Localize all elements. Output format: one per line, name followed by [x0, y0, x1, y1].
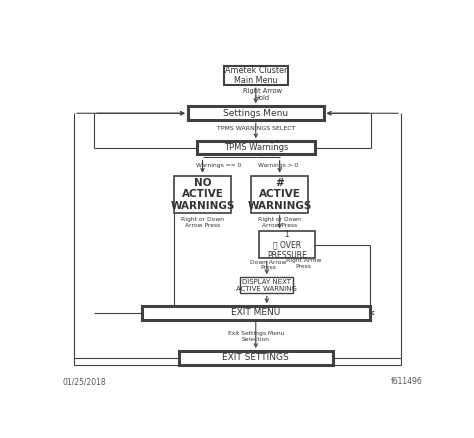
Text: Right or Down
Arrow Press: Right or Down Arrow Press [258, 217, 301, 228]
Text: EXIT MENU: EXIT MENU [231, 308, 281, 318]
FancyBboxPatch shape [197, 141, 315, 154]
Text: Exit Settings Menu
Selection: Exit Settings Menu Selection [228, 331, 284, 342]
Text: #
ACTIVE
WARNINGS: # ACTIVE WARNINGS [247, 178, 312, 211]
Text: Warnings > 0: Warnings > 0 [258, 163, 298, 168]
Text: Ametek Cluster
Main Menu: Ametek Cluster Main Menu [225, 66, 287, 85]
Text: Settings Menu: Settings Menu [223, 109, 288, 118]
Text: DISPLAY NEXT
ACTIVE WARNING: DISPLAY NEXT ACTIVE WARNING [237, 279, 297, 292]
Text: Down Arrow
Press: Down Arrow Press [250, 260, 286, 270]
FancyBboxPatch shape [224, 66, 288, 85]
FancyBboxPatch shape [259, 231, 315, 258]
FancyBboxPatch shape [174, 176, 231, 213]
Text: Warnings == 0: Warnings == 0 [196, 163, 242, 168]
Text: 1  
ⓘ OVER
PRESSURE: 1 ⓘ OVER PRESSURE [267, 230, 307, 260]
Text: TPMS Warnings: TPMS Warnings [224, 143, 288, 152]
FancyBboxPatch shape [251, 176, 308, 213]
Text: Right or Down
Arrow Press: Right or Down Arrow Press [181, 217, 224, 228]
Text: Right Arrow
Hold: Right Arrow Hold [243, 88, 282, 101]
Text: EXIT SETTINGS: EXIT SETTINGS [222, 353, 289, 362]
FancyBboxPatch shape [179, 351, 333, 364]
Text: Right Arrow
Press: Right Arrow Press [286, 258, 321, 269]
FancyBboxPatch shape [142, 306, 370, 320]
Text: f611496: f611496 [391, 378, 423, 386]
Text: NO
ACTIVE
WARNINGS: NO ACTIVE WARNINGS [170, 178, 235, 211]
Text: TPMS WARNINGS SELECT: TPMS WARNINGS SELECT [217, 126, 295, 131]
FancyBboxPatch shape [240, 277, 293, 293]
FancyBboxPatch shape [188, 106, 324, 120]
Text: 01/25/2018: 01/25/2018 [63, 378, 107, 386]
